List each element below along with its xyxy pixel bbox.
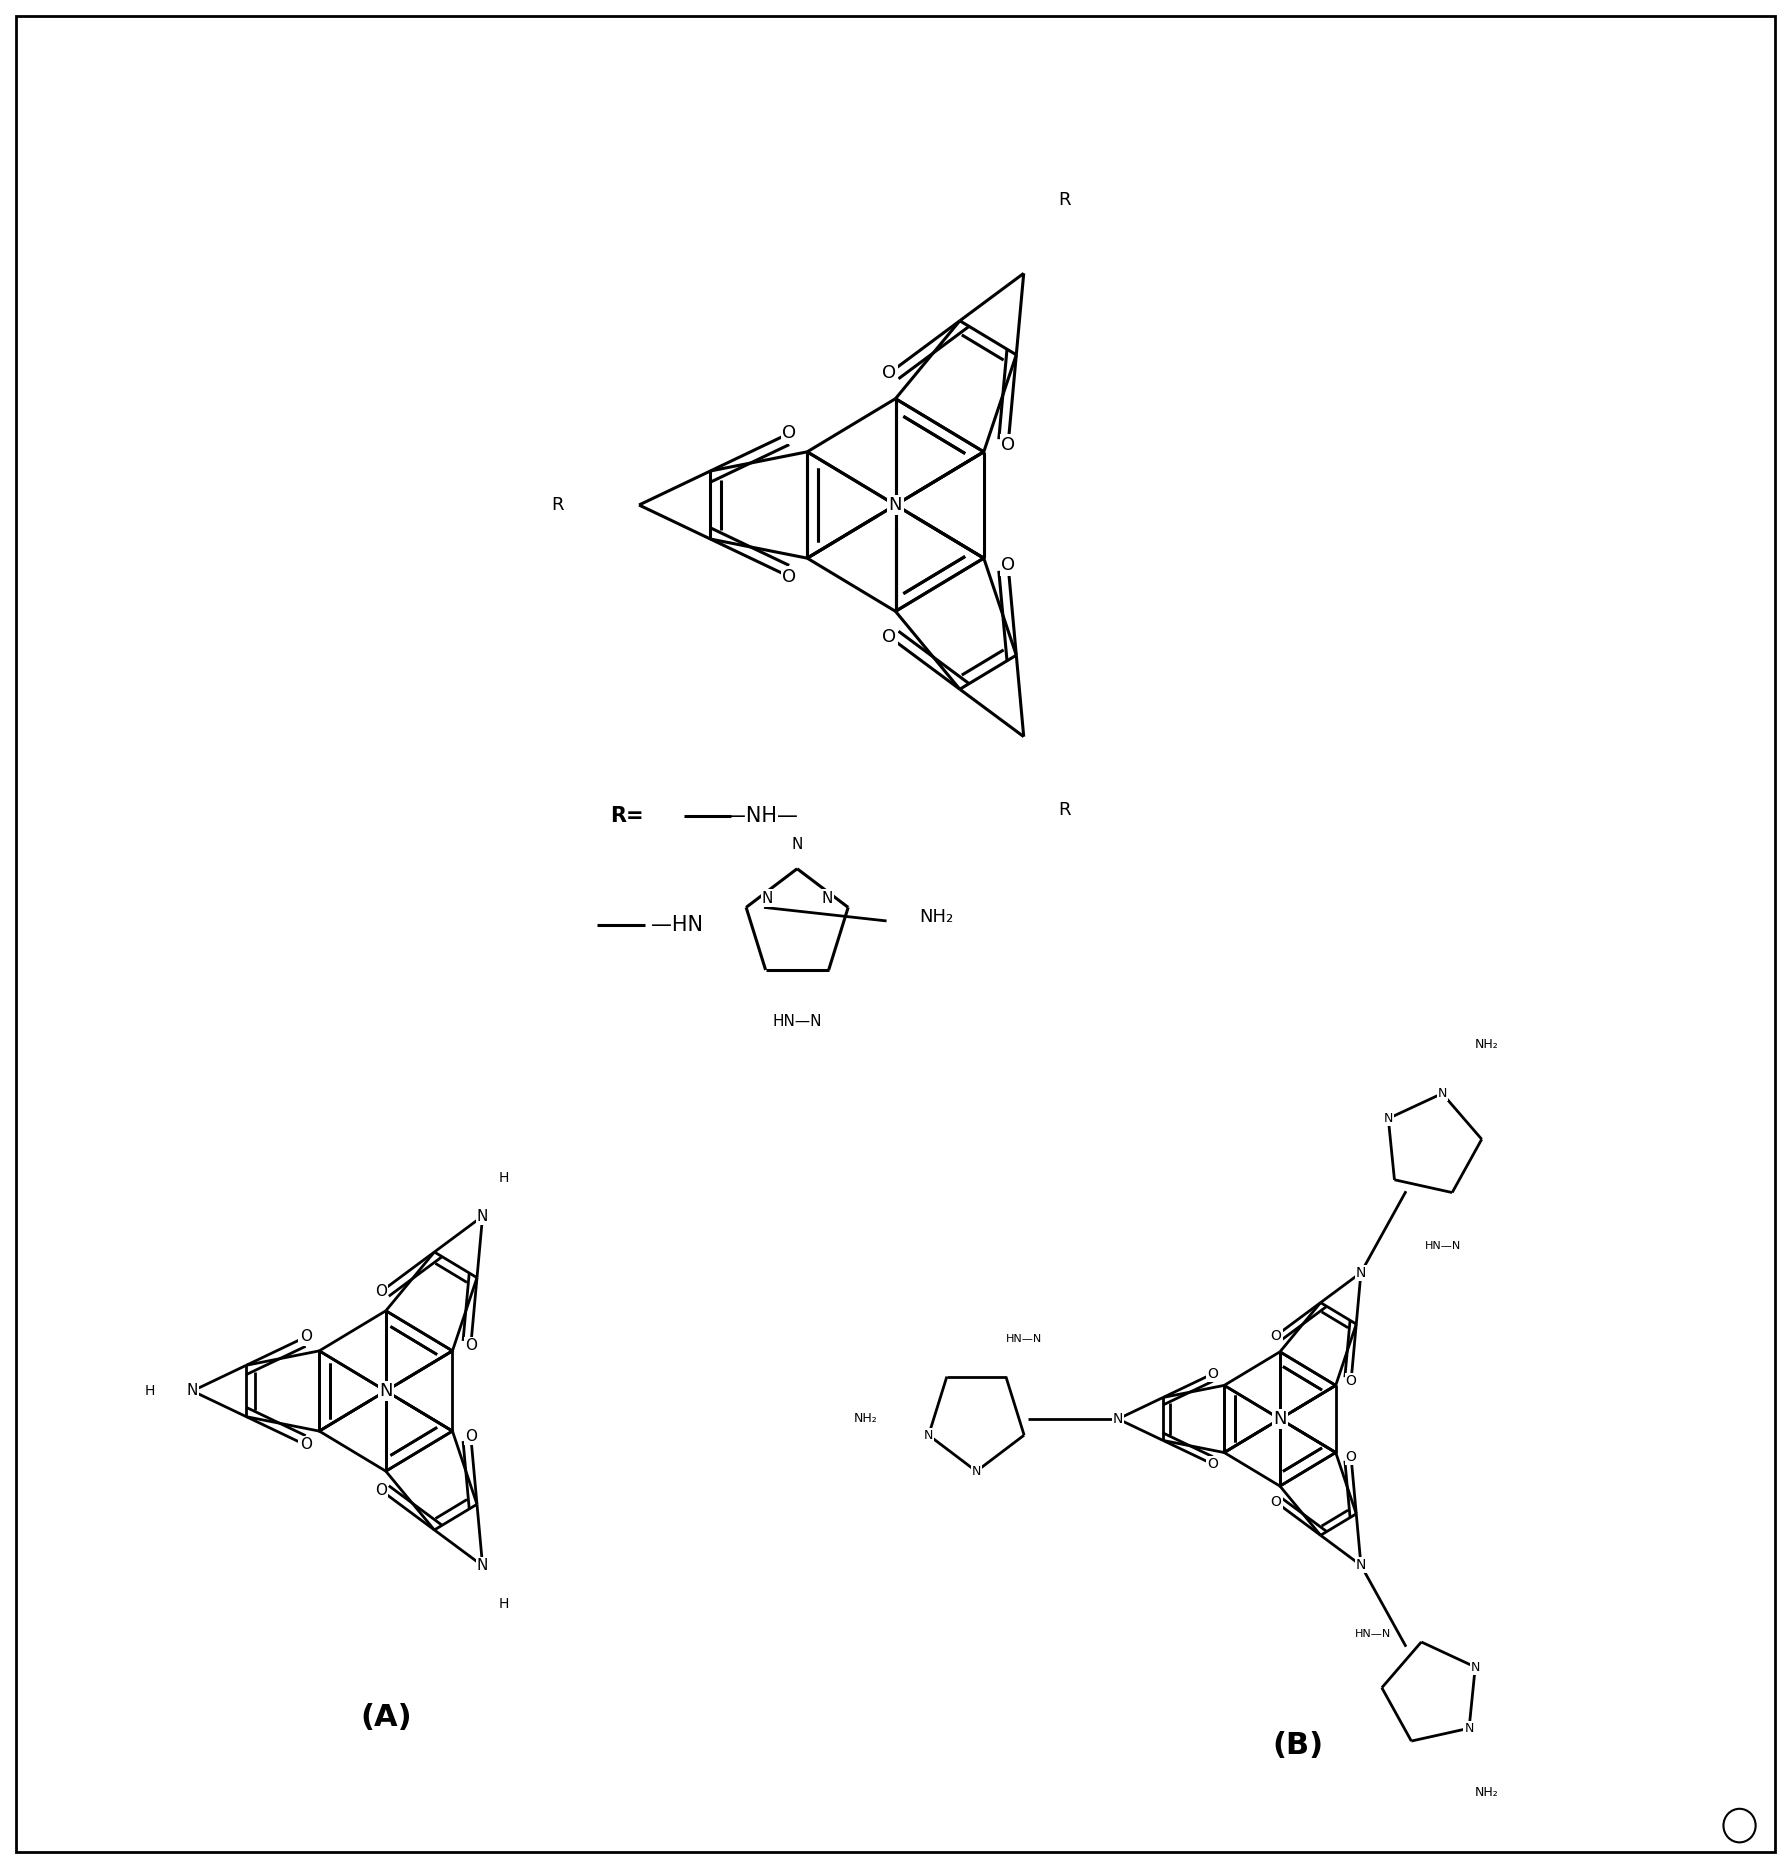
Text: N: N bbox=[1470, 1661, 1479, 1674]
Text: N: N bbox=[1273, 1410, 1286, 1427]
Text: N: N bbox=[380, 1382, 392, 1399]
Text: N: N bbox=[1273, 1410, 1286, 1427]
Text: N: N bbox=[888, 497, 903, 514]
Text: N: N bbox=[380, 1382, 392, 1399]
Text: O: O bbox=[299, 1330, 312, 1345]
Text: H: H bbox=[498, 1597, 509, 1610]
Text: N: N bbox=[792, 837, 802, 852]
Text: N: N bbox=[1273, 1410, 1286, 1427]
Text: O: O bbox=[1270, 1328, 1281, 1343]
Text: O: O bbox=[883, 364, 896, 383]
Text: N: N bbox=[476, 1209, 489, 1224]
Text: NH₂: NH₂ bbox=[1476, 1039, 1499, 1052]
Text: O: O bbox=[1001, 557, 1015, 573]
Text: (B): (B) bbox=[1272, 1732, 1324, 1760]
Text: R: R bbox=[1058, 191, 1071, 209]
Text: O: O bbox=[883, 628, 896, 646]
Text: N: N bbox=[380, 1382, 392, 1399]
Text: R: R bbox=[552, 497, 564, 514]
Text: H: H bbox=[145, 1384, 156, 1397]
Text: N: N bbox=[924, 1429, 933, 1442]
Text: N: N bbox=[380, 1382, 392, 1399]
Text: NH₂: NH₂ bbox=[1476, 1786, 1499, 1799]
Text: O: O bbox=[374, 1283, 387, 1298]
Text: N: N bbox=[888, 497, 903, 514]
Text: H: H bbox=[498, 1171, 509, 1184]
Text: HN—N: HN—N bbox=[1426, 1240, 1461, 1252]
Text: N: N bbox=[761, 891, 774, 906]
Text: N: N bbox=[888, 497, 903, 514]
Text: O: O bbox=[466, 1337, 476, 1352]
Text: N: N bbox=[1112, 1412, 1123, 1425]
Text: O: O bbox=[783, 568, 797, 585]
Text: —HN: —HN bbox=[652, 915, 704, 934]
Text: N: N bbox=[476, 1558, 489, 1573]
Text: N: N bbox=[888, 497, 903, 514]
Text: NH₂: NH₂ bbox=[854, 1412, 878, 1425]
Text: O: O bbox=[1270, 1494, 1281, 1509]
Text: O: O bbox=[1207, 1457, 1218, 1472]
Text: N: N bbox=[973, 1465, 981, 1478]
Text: N: N bbox=[1438, 1087, 1447, 1100]
Text: N: N bbox=[1273, 1410, 1286, 1427]
Text: O: O bbox=[1001, 435, 1015, 454]
Text: N: N bbox=[1356, 1267, 1367, 1280]
Text: O: O bbox=[299, 1438, 312, 1453]
Text: R=: R= bbox=[611, 807, 645, 826]
Text: R: R bbox=[1058, 801, 1071, 820]
Text: N: N bbox=[186, 1384, 199, 1399]
Text: (A): (A) bbox=[360, 1704, 412, 1732]
Text: HN—N: HN—N bbox=[1005, 1334, 1042, 1345]
Text: N: N bbox=[888, 497, 903, 514]
Text: HN—N: HN—N bbox=[772, 1014, 822, 1029]
Text: N: N bbox=[820, 891, 833, 906]
Text: NH₂: NH₂ bbox=[919, 908, 955, 927]
Text: O: O bbox=[783, 424, 797, 443]
Text: O: O bbox=[1345, 1375, 1356, 1388]
Text: N: N bbox=[1356, 1558, 1367, 1573]
Text: O: O bbox=[374, 1483, 387, 1498]
Text: N: N bbox=[380, 1382, 392, 1399]
Text: O: O bbox=[1207, 1367, 1218, 1380]
Text: N: N bbox=[1384, 1111, 1393, 1125]
Text: O: O bbox=[1345, 1450, 1356, 1465]
Text: N: N bbox=[380, 1382, 392, 1399]
Text: —NH—: —NH— bbox=[725, 807, 797, 826]
Text: N: N bbox=[1273, 1410, 1286, 1427]
Text: N: N bbox=[1465, 1722, 1474, 1735]
Text: N: N bbox=[1273, 1410, 1286, 1427]
Text: O: O bbox=[466, 1429, 476, 1444]
Text: HN—N: HN—N bbox=[1354, 1629, 1392, 1640]
Text: N: N bbox=[888, 497, 903, 514]
